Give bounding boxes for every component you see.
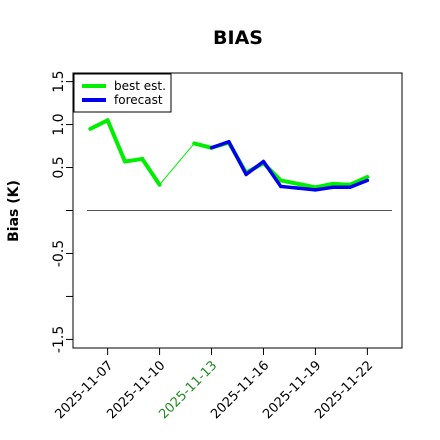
y-tick-label: -0.5 (51, 240, 67, 267)
series-segment (192, 141, 214, 150)
series-segment (244, 159, 266, 177)
legend: best est.forecast (73, 73, 172, 113)
series-segment (105, 118, 127, 164)
series-segment (261, 159, 283, 189)
series-segment (209, 140, 231, 150)
series-segment (296, 186, 318, 192)
legend-box (73, 73, 172, 113)
y-axis-label: Bias (K) (6, 180, 22, 242)
y-tick-label: 1.5 (51, 70, 67, 92)
legend-label: forecast (114, 93, 163, 107)
series-segment (348, 178, 370, 190)
chart-title: BIAS (213, 27, 263, 49)
series-segment (88, 118, 110, 131)
series-segment (159, 142, 195, 186)
y-tick-label: 0.5 (51, 156, 67, 178)
series-segment (313, 181, 335, 190)
series-best-est (88, 118, 370, 190)
series-segment (122, 156, 145, 164)
y-tick-label: 1.0 (51, 113, 67, 135)
legend-label: best est. (114, 79, 166, 93)
series-segment (348, 174, 370, 187)
y-tick-label: -1.5 (51, 326, 67, 353)
series-segment (296, 181, 318, 190)
series-forecast (209, 140, 370, 192)
series-segment (279, 184, 300, 190)
series-segment (140, 156, 162, 187)
series-segment (313, 185, 335, 192)
plot-area: -1.5-0.50.51.01.52025-11-072025-11-10202… (51, 70, 403, 422)
series-segment (330, 181, 353, 187)
series-segment (278, 178, 301, 186)
series-segment (227, 140, 248, 177)
